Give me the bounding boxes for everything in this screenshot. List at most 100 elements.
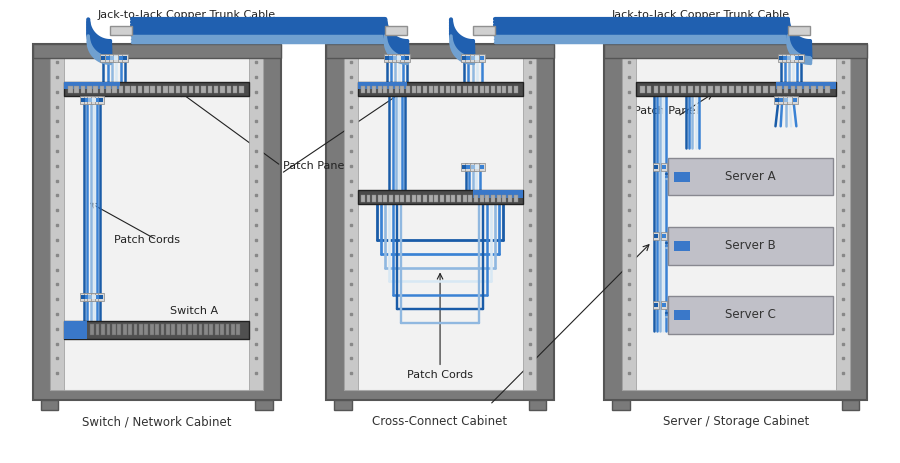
Bar: [474, 86, 478, 93]
Bar: [653, 303, 658, 307]
Bar: [742, 86, 747, 93]
Bar: [508, 194, 512, 201]
Bar: [652, 232, 659, 240]
Bar: [105, 56, 110, 60]
Bar: [392, 54, 399, 62]
Bar: [480, 165, 484, 169]
Bar: [466, 165, 471, 169]
Bar: [344, 54, 357, 390]
Bar: [784, 86, 788, 93]
Bar: [793, 98, 796, 101]
Bar: [784, 98, 788, 101]
Bar: [404, 54, 410, 62]
Bar: [662, 165, 666, 169]
Bar: [779, 98, 783, 101]
Text: Switch / Network Cabinet: Switch / Network Cabinet: [82, 415, 231, 428]
Bar: [389, 194, 393, 201]
Bar: [790, 86, 796, 93]
Bar: [383, 86, 388, 93]
Bar: [366, 194, 371, 201]
Bar: [750, 86, 754, 93]
Bar: [84, 96, 90, 104]
Bar: [177, 325, 181, 335]
Bar: [122, 54, 128, 62]
Bar: [157, 86, 161, 93]
Bar: [400, 194, 404, 201]
Bar: [423, 86, 428, 93]
Bar: [214, 86, 219, 93]
Bar: [395, 194, 399, 201]
Bar: [695, 86, 699, 93]
Bar: [418, 194, 421, 201]
Bar: [428, 194, 433, 201]
Bar: [138, 86, 142, 93]
Bar: [50, 54, 65, 390]
Bar: [395, 86, 399, 93]
Bar: [119, 56, 122, 60]
Text: Jack-to-Jack Copper Trunk Cable: Jack-to-Jack Copper Trunk Cable: [97, 10, 275, 19]
Bar: [139, 325, 143, 335]
Bar: [653, 165, 658, 169]
Text: Server A: Server A: [724, 170, 776, 183]
Bar: [508, 86, 512, 93]
Bar: [435, 194, 438, 201]
Bar: [172, 325, 176, 335]
Bar: [99, 98, 104, 101]
Bar: [461, 163, 467, 171]
Bar: [94, 96, 101, 104]
Bar: [782, 54, 788, 62]
Bar: [50, 54, 263, 390]
Bar: [131, 86, 136, 93]
Bar: [491, 194, 495, 201]
Bar: [210, 325, 213, 335]
Bar: [80, 293, 86, 301]
Bar: [361, 194, 365, 201]
Bar: [661, 86, 665, 93]
Bar: [125, 86, 130, 93]
Bar: [412, 86, 416, 93]
Bar: [122, 325, 127, 335]
Bar: [91, 293, 97, 301]
Bar: [446, 86, 450, 93]
Bar: [95, 98, 100, 101]
Bar: [788, 25, 810, 35]
Bar: [84, 293, 90, 301]
Bar: [101, 325, 105, 335]
Bar: [708, 86, 713, 93]
Bar: [106, 325, 111, 335]
Bar: [440, 86, 444, 93]
Bar: [81, 86, 86, 93]
Bar: [373, 194, 376, 201]
Bar: [401, 56, 405, 60]
Bar: [128, 325, 132, 335]
Bar: [457, 194, 461, 201]
Bar: [32, 44, 281, 400]
Bar: [94, 86, 98, 93]
Bar: [40, 400, 58, 410]
Bar: [461, 54, 467, 62]
Bar: [81, 295, 86, 299]
Bar: [383, 194, 388, 201]
Bar: [396, 54, 402, 62]
Bar: [480, 56, 484, 60]
Bar: [435, 86, 438, 93]
Bar: [457, 86, 461, 93]
Text: Patch Panels: Patch Panels: [283, 161, 354, 171]
Bar: [65, 321, 86, 339]
Bar: [366, 86, 371, 93]
Bar: [653, 234, 658, 238]
Bar: [763, 86, 768, 93]
Bar: [776, 82, 835, 89]
Bar: [80, 96, 86, 104]
Bar: [326, 44, 554, 400]
Bar: [673, 172, 689, 181]
Bar: [150, 86, 155, 93]
Bar: [470, 163, 476, 171]
Bar: [400, 54, 406, 62]
Bar: [497, 86, 500, 93]
Bar: [440, 194, 444, 201]
Bar: [824, 86, 830, 93]
Bar: [113, 54, 120, 62]
Bar: [194, 86, 199, 93]
Bar: [475, 56, 480, 60]
